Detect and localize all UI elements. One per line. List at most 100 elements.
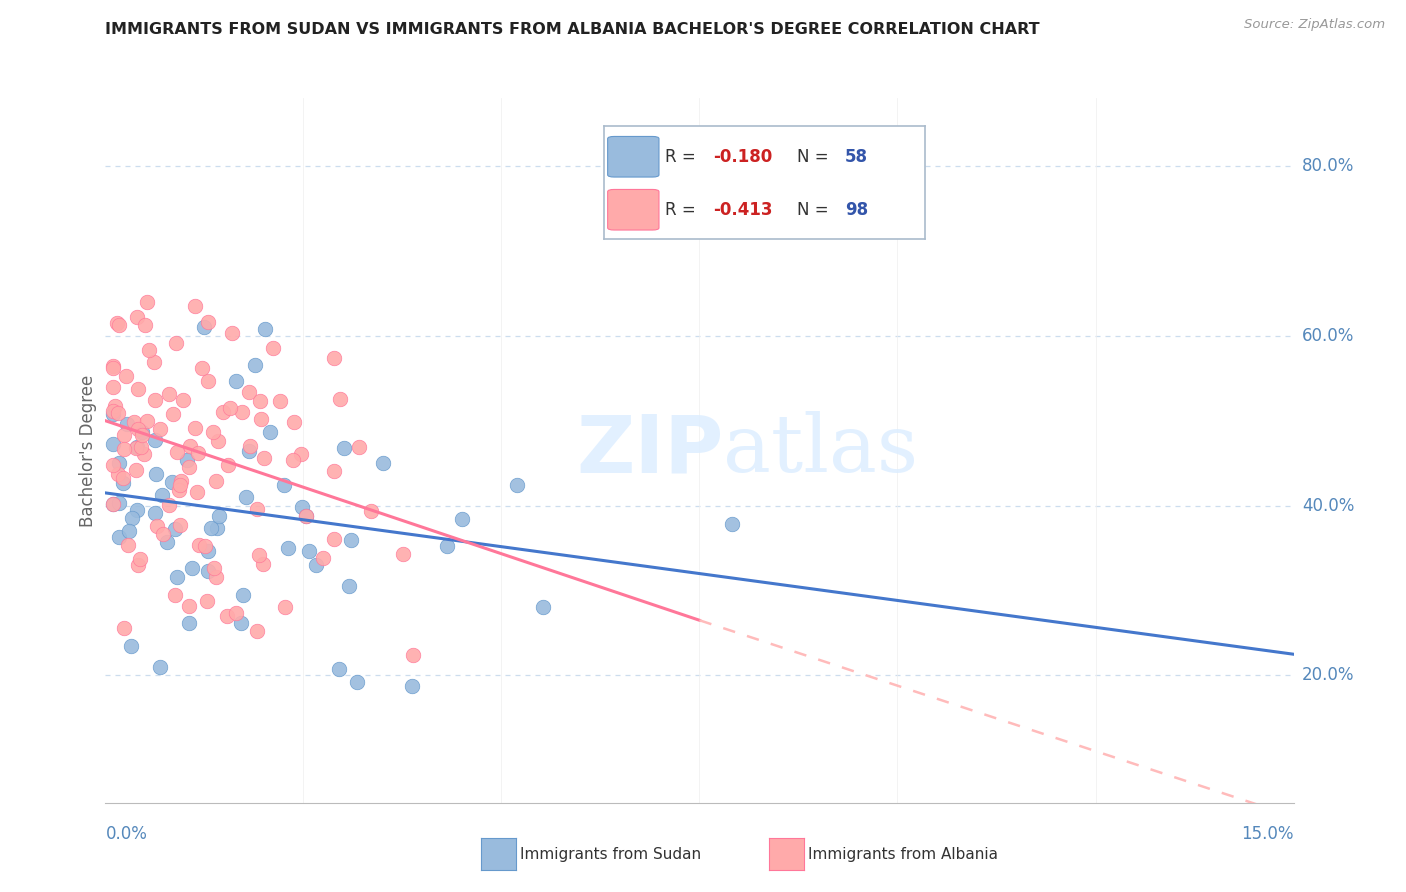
Point [273,478,295,492]
Point [274,599,297,614]
Point [105,316,128,330]
Point [197,543,219,558]
Point [249,394,271,409]
Point [195,593,218,607]
Text: 40.0%: 40.0% [1302,497,1354,515]
Point [152,527,174,541]
Text: -0.413: -0.413 [713,201,773,219]
Point [103,404,125,418]
Point [283,416,305,430]
Point [121,511,143,525]
Y-axis label: Bachelor's Degree: Bachelor's Degree [79,375,97,526]
Point [450,511,472,525]
Point [117,538,139,552]
Point [143,355,166,369]
Point [238,385,260,400]
Point [129,440,152,454]
Point [232,588,254,602]
Point [103,359,125,374]
Point [177,616,200,631]
Point [221,326,243,340]
Point [720,516,742,531]
Point [205,474,228,488]
Point [290,447,312,461]
Point [125,440,148,454]
Point [112,442,135,456]
Point [179,439,201,453]
Point [229,615,252,630]
Point [111,475,134,490]
Text: 58: 58 [845,148,868,166]
FancyBboxPatch shape [607,189,659,230]
Point [207,434,229,449]
Point [107,318,129,333]
Point [217,458,239,473]
Point [184,300,207,314]
Point [166,570,188,584]
Point [134,318,156,333]
Point [169,477,191,491]
Point [197,565,219,579]
Point [294,509,316,524]
Point [506,478,529,492]
Point [239,439,262,453]
Point [202,561,225,575]
Point [205,570,228,584]
Point [103,379,125,393]
Point [402,648,425,663]
Point [128,552,150,566]
Text: Immigrants from Albania: Immigrants from Albania [808,847,998,862]
Point [191,361,214,376]
Point [103,437,125,451]
Point [347,440,370,454]
Point [181,561,204,575]
Point [131,428,153,442]
Point [329,392,352,406]
Point [231,405,253,419]
Point [157,499,180,513]
Point [253,450,276,465]
Point [200,521,222,535]
Point [401,679,423,693]
Point [157,387,180,401]
FancyBboxPatch shape [607,136,659,177]
Point [145,434,167,448]
Point [166,445,188,459]
Point [305,558,328,573]
Text: 98: 98 [845,201,868,219]
Point [249,412,271,426]
Point [149,660,172,674]
Point [146,518,169,533]
Point [283,453,305,467]
Point [125,503,148,517]
Point [167,483,190,498]
Text: 80.0%: 80.0% [1302,157,1354,175]
Text: -0.180: -0.180 [713,148,773,166]
Point [169,518,191,533]
Point [322,351,344,365]
Point [259,425,281,439]
Point [187,445,209,459]
Point [170,474,193,488]
Point [125,441,148,455]
Point [111,471,134,485]
Point [245,358,267,372]
Point [125,310,148,325]
Text: atlas: atlas [723,411,918,490]
Point [252,557,274,571]
Point [122,415,145,429]
Point [156,535,179,549]
Point [346,674,368,689]
Point [298,544,321,558]
Point [184,421,207,435]
Point [150,488,173,502]
Point [262,341,284,355]
Point [197,315,219,329]
Point [215,609,238,624]
Point [107,467,129,482]
Point [219,401,242,415]
Point [112,621,135,635]
Point [107,530,129,544]
Point [205,521,228,535]
Text: ZIP: ZIP [576,411,723,490]
